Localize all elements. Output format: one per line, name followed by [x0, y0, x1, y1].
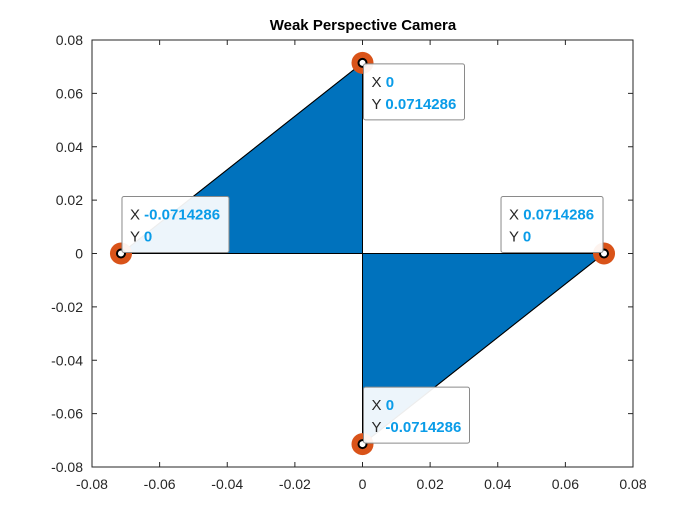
x-tick-label: -0.08: [76, 476, 108, 492]
y-tick-label: 0.02: [56, 192, 83, 208]
data-tip-2[interactable]: X -0.0714286 Y 0: [121, 196, 230, 253]
data-tip-1[interactable]: X 0 Y 0.0714286: [363, 63, 465, 121]
chart-title: Weak Perspective Camera: [270, 17, 457, 34]
data-tip-y-label: Y 0: [130, 229, 152, 246]
data-tip-x-label: X -0.0714286: [130, 207, 220, 224]
x-tick-label: 0.06: [552, 476, 579, 492]
data-tip-x-label: X 0.0714286: [509, 207, 594, 224]
data-tip-x-value: -0.0714286: [144, 207, 220, 224]
x-tick-label: -0.06: [144, 476, 176, 492]
data-tip-y-label: Y 0: [509, 229, 531, 246]
y-tick-label: -0.04: [51, 352, 83, 368]
data-tip-box: [121, 196, 230, 253]
data-tip-y-value: 0: [523, 229, 531, 246]
polygon-outline: [120, 61, 606, 446]
data-tip-box: [363, 386, 470, 444]
x-tick-label: 0.08: [619, 476, 646, 492]
data-tip-3[interactable]: X 0.0714286 Y 0: [500, 196, 604, 253]
data-tip-y-value: 0: [144, 229, 152, 246]
axes: -0.08 -0.06 -0.04 -0.02 0 0.02 0.04 0.06 0.08 0.0…: [51, 32, 647, 492]
data-tip-y-value: -0.0714286: [385, 419, 461, 436]
data-tip-x-label: X 0: [372, 74, 395, 91]
x-tick-label: -0.02: [279, 476, 311, 492]
data-tip-box: [363, 63, 465, 121]
y-tick-label: -0.06: [51, 406, 83, 422]
x-tick-label: 0: [359, 476, 367, 492]
x-tick-label: 0.02: [417, 476, 444, 492]
y-tick-label: -0.08: [51, 459, 83, 475]
data-tip-x-label: X 0: [372, 397, 395, 414]
data-tip-y-value: 0.0714286: [385, 96, 456, 113]
data-tip-4[interactable]: X 0 Y -0.0714286: [363, 386, 470, 444]
data-tip-x-value: 0: [386, 74, 394, 91]
data-tip-y-label: Y -0.0714286: [372, 419, 462, 436]
y-tick-label: 0.06: [56, 85, 83, 101]
y-tick-label: 0.04: [56, 139, 83, 155]
data-tip-x-value: 0.0714286: [523, 207, 594, 224]
y-tick-label: 0.08: [56, 32, 83, 48]
y-tick-label: 0: [75, 246, 83, 262]
data-tip-y-label: Y 0.0714286: [372, 96, 457, 113]
data-tip-x-value: 0: [386, 397, 394, 414]
x-tick-label: 0.04: [484, 476, 511, 492]
data-tip-box: [500, 196, 604, 253]
y-tick-label: -0.02: [51, 299, 83, 315]
x-tick-label: -0.04: [211, 476, 243, 492]
